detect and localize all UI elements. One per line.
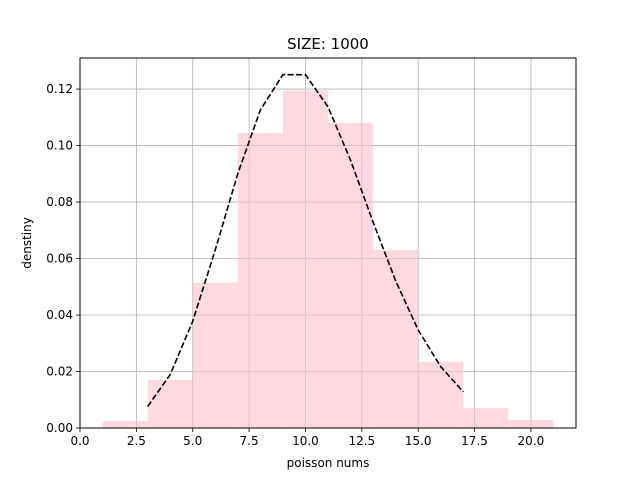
plot-frame [79, 57, 577, 429]
chart-title: SIZE: 1000 [287, 35, 369, 53]
x-tick-label: 0.0 [70, 434, 89, 448]
y-tick-label: 0.02 [46, 365, 73, 379]
y-tick-label: 0.04 [46, 308, 73, 322]
x-tick-label: 2.5 [127, 434, 146, 448]
y-tick-label: 0.08 [46, 195, 73, 209]
x-tick-label: 20.0 [518, 434, 545, 448]
x-tick-label: 7.5 [240, 434, 259, 448]
x-tick-label: 10.0 [292, 434, 319, 448]
y-axis-title: denstiny [20, 217, 34, 269]
pmf-dashed-line [146, 73, 464, 407]
histogram-bar [237, 132, 283, 428]
y-tick-label: 0.10 [46, 139, 73, 153]
histogram-bar [508, 420, 554, 428]
x-tick-label: 17.5 [461, 434, 488, 448]
axis-ticks: 0.0 2.5 5.0 7.5 10.0 12.5 15.0 17.5 20.0 0.00 0.02… [46, 82, 544, 448]
histogram-bar [192, 282, 238, 428]
histogram-bar [418, 361, 464, 428]
x-tick-label: 15.0 [405, 434, 432, 448]
x-tick-label: 5.0 [183, 434, 202, 448]
y-tick-label: 0.00 [46, 421, 73, 435]
histogram-bar [102, 420, 148, 428]
histogram-bar [328, 122, 374, 429]
histogram-bars [102, 90, 554, 429]
histogram-bar [373, 250, 419, 428]
histogram-bar [282, 90, 328, 428]
x-tick-label: 12.5 [348, 434, 375, 448]
y-tick-label: 0.06 [46, 252, 73, 266]
histogram-bar [463, 408, 509, 428]
x-axis-title: poisson nums [287, 456, 370, 470]
histogram-bar [147, 379, 193, 428]
y-tick-label: 0.12 [46, 82, 73, 96]
pmf-line-layer [146, 73, 464, 407]
